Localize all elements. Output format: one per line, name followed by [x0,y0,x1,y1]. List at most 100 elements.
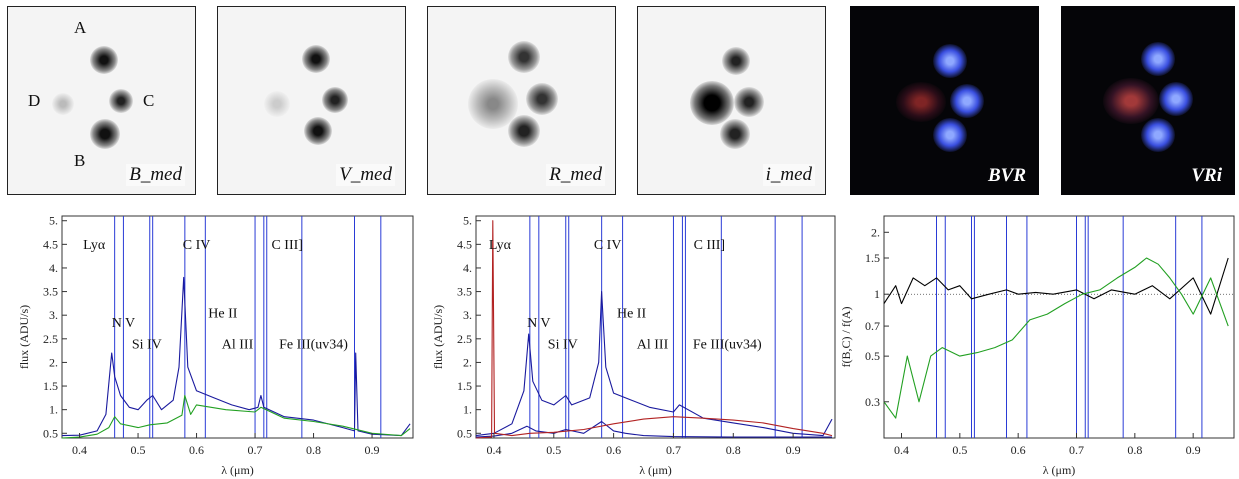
line-annotation: Al III [637,337,669,352]
stamp-label: BVR [987,165,1026,186]
y-tick-label: 3.5 [457,285,472,299]
y-tick-label: 2.5 [457,332,472,346]
x-tick-label: 0.8 [306,443,321,457]
stamp-label: V_med [336,164,395,186]
image-component-b [1141,118,1175,152]
x-tick-label: 0.6 [1011,443,1026,457]
spectrum-chart-1: 0.4 0.5 0.6 0.7 0.8 0.9 0.5 1. 1.5 2. 2.5 3. 3.5 4. 4.… [17,214,414,477]
y-axis-label: flux (ADU/s) [431,305,445,369]
y-tick-label: 4. [49,261,58,275]
image-component-d [690,81,734,125]
y-tick-label: 1. [49,403,58,417]
component-label-a: A [74,18,87,37]
x-tick-label: 0.9 [786,443,801,457]
line-annotation: Fe III(uv34) [693,337,762,352]
y-tick-label: 3.5 [43,285,58,299]
line-annotation: C III] [271,238,303,253]
line-annotation: N V [112,316,135,331]
component-label-d: D [28,91,41,110]
image-component-a [933,44,967,78]
spectrum-chart-2: 0.4 0.5 0.6 0.7 0.8 0.9 0.5 1. 1.5 2. 2.5 3. 3.5 4. 4.… [431,214,836,477]
image-component-b [720,119,750,149]
spectrum-series-line [61,276,411,437]
line-annotation: Lyα [83,238,106,253]
stamp-v-med: V_med [217,6,406,195]
image-component-b [90,119,120,149]
plot-layer: 0.4 0.5 0.6 0.7 0.8 0.9 0.5 1. 1.5 2. 2.5 3. 3.5 4. 4.… [431,214,836,477]
stamp-bvr: BVR [850,6,1039,195]
line-annotation: Al III [222,337,254,352]
stamp-label: R_med [546,164,605,186]
x-tick-label: 0.6 [189,443,204,457]
y-tick-label: 0.7 [865,319,880,333]
x-tick-label: 0.4 [486,443,501,457]
image-component-b [508,115,540,147]
y-tick-label: 0.3 [865,395,880,409]
image-component-c [526,83,558,115]
image-component-a [722,47,750,75]
x-tick-label: 0.9 [1186,443,1201,457]
y-tick-label: 4.5 [43,237,58,251]
stamp-b-med: A C B D B_med [7,6,196,195]
image-component-b [304,117,332,145]
y-tick-label: 2. [49,355,58,369]
x-tick-label: 0.4 [894,443,909,457]
line-annotation: N V [527,316,550,331]
image-component-c [950,84,984,118]
spectrum-series-line [475,291,833,437]
component-label-b: B [74,151,86,170]
plot-layer: 0.4 0.5 0.6 0.7 0.8 0.9 0.3 0.5 0.7 1 1.5 2. λ (μm) f… [839,215,1235,477]
image-component-c [322,87,348,113]
image-component-a [90,46,118,74]
y-tick-label: 2. [463,355,472,369]
line-annotation: Lyα [489,238,512,253]
image-component-a [508,41,540,73]
spectrum-series-line [475,220,833,439]
image-component-d [264,91,290,117]
y-axis-label: f(B,C) / f(A) [839,307,853,368]
stamp-vri: VRi [1061,6,1235,195]
line-annotation: He II [617,307,646,322]
x-tick-label: 0.7 [248,443,263,457]
y-tick-label: 5. [49,214,58,228]
y-tick-label: 5. [463,214,472,228]
y-tick-label: 2. [871,225,880,239]
x-tick-label: 0.5 [131,443,146,457]
stamp-label: B_med [126,164,185,186]
x-tick-label: 0.6 [606,443,621,457]
image-component-d [52,93,74,115]
line-annotation: C III] [694,238,726,253]
stamp-r-med: R_med [427,6,616,195]
x-tick-label: 0.7 [666,443,681,457]
y-tick-label: 3. [49,308,58,322]
image-component-d [896,82,946,122]
line-annotation: Si IV [548,337,578,352]
y-tick-label: 1. [463,403,472,417]
x-tick-label: 0.8 [726,443,741,457]
x-tick-label: 0.9 [365,443,380,457]
y-tick-label: 0.5 [457,426,472,440]
y-tick-label: 0.5 [865,349,880,363]
y-tick-label: 1.5 [865,251,880,265]
y-tick-label: 1.5 [43,379,58,393]
y-axis-label: flux (ADU/s) [17,305,31,369]
y-tick-label: 2.5 [43,332,58,346]
y-tick-label: 4. [463,261,472,275]
image-component-c [734,87,764,117]
image-component-a [302,45,330,73]
line-annotation: C IV [594,238,622,253]
line-annotation: He II [208,307,237,322]
x-tick-label: 0.7 [1069,443,1084,457]
image-component-c [1159,82,1193,116]
y-tick-label: 3. [463,308,472,322]
spectrum-series-line [883,257,1229,315]
flux-ratio-chart: 0.4 0.5 0.6 0.7 0.8 0.9 0.3 0.5 0.7 1 1.5 2. λ (μm) f… [839,215,1235,477]
x-tick-label: 0.5 [952,443,967,457]
image-component-c [109,89,133,113]
x-axis-label: λ (μm) [1043,463,1076,477]
stamp-label: VRi [1191,165,1222,186]
x-tick-label: 0.5 [546,443,561,457]
image-component-d [1103,78,1159,124]
component-label-c: C [143,91,155,110]
spectrum-series-line [883,257,1229,419]
